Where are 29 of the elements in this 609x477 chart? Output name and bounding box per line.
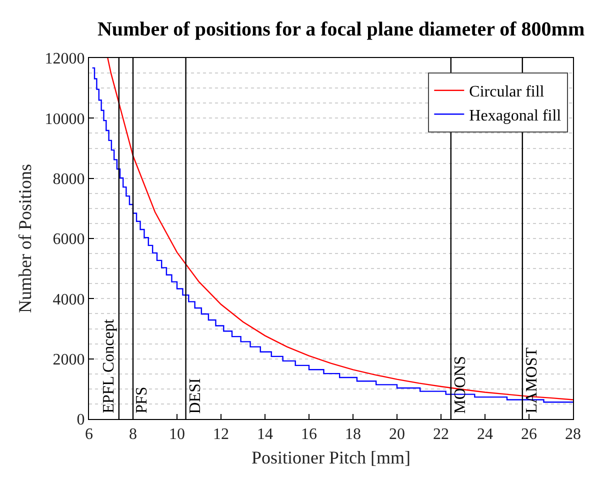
x-tick-label: 20 <box>389 426 405 444</box>
y-tick-label: 4000 <box>52 291 85 308</box>
y-tick-label: 8000 <box>52 170 85 188</box>
x-tick-label: 22 <box>433 426 449 444</box>
ref-line-label: DESI <box>186 378 204 414</box>
y-axis-title: Number of Positions <box>15 164 35 314</box>
legend-label: Hexagonal fill <box>469 107 562 124</box>
y-tick-label: 6000 <box>52 231 85 248</box>
x-tick-label: 10 <box>169 426 185 444</box>
legend-label: Circular fill <box>469 84 545 101</box>
x-tick-label: 8 <box>129 426 137 444</box>
ref-line-label: LAMOST <box>524 347 541 414</box>
ref-line-label: PFS <box>134 386 151 414</box>
y-tick-label: 12000 <box>44 50 85 68</box>
y-tick-label: 0 <box>76 412 85 429</box>
chart-title: Number of positions for a focal plane diameter of 800mm <box>97 18 585 40</box>
y-tick-label: 10000 <box>44 110 85 128</box>
x-tick-label: 12 <box>213 426 229 444</box>
x-tick-label: 26 <box>521 426 537 444</box>
x-tick-label: 28 <box>565 426 581 444</box>
x-tick-label: 18 <box>345 426 361 444</box>
x-axis-title: Positioner Pitch [mm] <box>252 447 410 468</box>
x-tick-label: 14 <box>257 426 273 444</box>
x-tick-label: 24 <box>477 426 493 444</box>
ref-line-label: EPFL Concept <box>100 318 118 414</box>
x-tick-label: 6 <box>85 426 93 444</box>
x-tick-label: 16 <box>301 426 317 444</box>
y-tick-label: 2000 <box>52 351 85 368</box>
ref-line-label: MOONS <box>452 356 470 414</box>
